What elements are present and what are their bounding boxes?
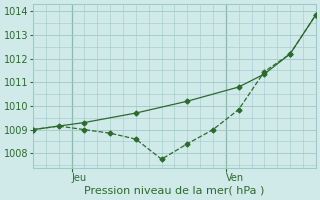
X-axis label: Pression niveau de la mer( hPa ): Pression niveau de la mer( hPa ) [84, 186, 265, 196]
